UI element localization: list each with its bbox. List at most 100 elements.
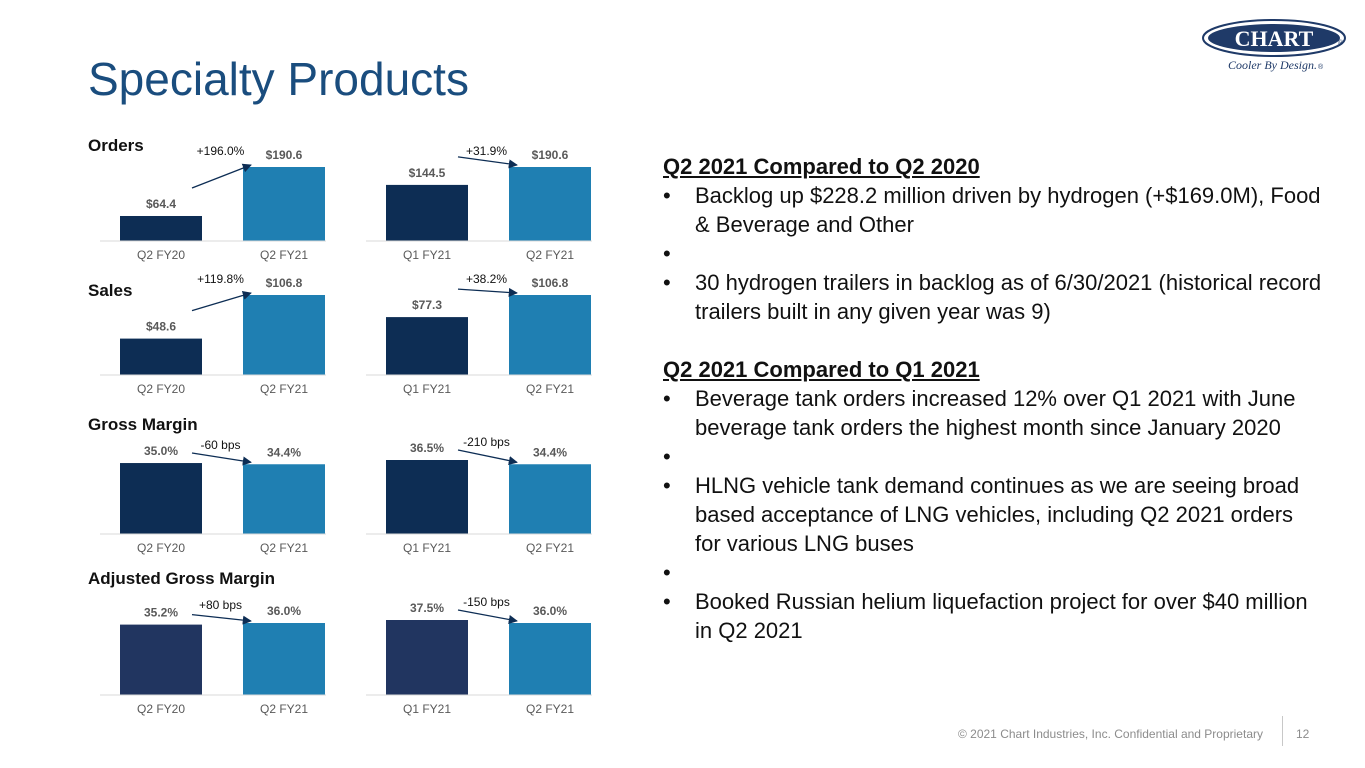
bar <box>386 184 468 241</box>
category-label: Q2 FY21 <box>260 541 308 555</box>
change-label: -210 bps <box>463 435 510 449</box>
bar <box>243 623 325 695</box>
commentary-bullet: HLNG vehicle tank demand continues as we… <box>663 471 1323 558</box>
bar-value-label: $106.8 <box>532 276 569 290</box>
orders-charts: $64.4 Q2 FY20 $190.6 Q2 FY21 +196.0% $144.5 Q1… <box>100 144 592 262</box>
bar-value-label: 35.0% <box>144 444 178 458</box>
bar-value-label: $64.4 <box>146 197 176 211</box>
commentary-spacer <box>663 442 1323 471</box>
section-label-orders: Orders <box>88 136 144 155</box>
bar-value-label: 34.4% <box>533 445 567 459</box>
category-label: Q2 FY20 <box>137 248 185 262</box>
footer-divider <box>1282 716 1283 746</box>
change-label: -60 bps <box>200 438 240 452</box>
sales-charts: $48.6 Q2 FY20 $106.8 Q2 FY21 +119.8% $77.3 Q1 … <box>100 272 592 396</box>
bar-value-label: $144.5 <box>409 166 446 180</box>
logo-registered-mark: ® <box>1338 40 1344 47</box>
change-label: +80 bps <box>199 598 242 612</box>
bar-value-label: 35.2% <box>144 606 178 620</box>
bar-chart-1: $144.5 Q1 FY21 $190.6 Q2 FY21 +31.9% <box>366 144 592 262</box>
bar-chart-2: $48.6 Q2 FY20 $106.8 Q2 FY21 +119.8% <box>100 272 326 396</box>
change-label: +119.8% <box>197 272 244 286</box>
change-arrow <box>191 613 252 625</box>
category-label: Q2 FY21 <box>260 248 308 262</box>
bar-chart-6: 35.2% Q2 FY20 36.0% Q2 FY21 +80 bps <box>100 598 326 716</box>
bar <box>120 624 202 695</box>
bar-value-label: $190.6 <box>532 148 569 162</box>
commentary-bullet: Booked Russian helium liquefaction proje… <box>663 587 1323 645</box>
change-arrow <box>191 290 252 312</box>
category-label: Q2 FY20 <box>137 702 185 716</box>
chart-logo: CHART <box>1202 19 1346 57</box>
bar <box>243 167 325 241</box>
bar <box>243 295 325 375</box>
bar-value-label: $190.6 <box>266 148 303 162</box>
logo-tagline: Cooler By Design. <box>1228 58 1317 72</box>
change-label: +196.0% <box>197 144 245 158</box>
section-label-adjusted-gross-margin: Adjusted Gross Margin <box>88 569 276 588</box>
bar-value-label: 36.0% <box>267 604 301 618</box>
category-label: Q1 FY21 <box>403 541 451 555</box>
bar <box>509 167 591 241</box>
section-label-gross-margin: Gross Margin <box>88 415 198 434</box>
bar <box>386 317 468 375</box>
commentary-heading-q2-vs-q2: Q2 2021 Compared to Q2 2020 <box>663 154 980 179</box>
bar-chart-3: $77.3 Q1 FY21 $106.8 Q2 FY21 +38.2% <box>366 272 592 396</box>
bar-value-label: 37.5% <box>410 601 444 615</box>
change-arrow <box>191 452 252 466</box>
logo-wordmark: CHART <box>1235 26 1314 51</box>
commentary-spacer <box>663 326 1323 355</box>
category-label: Q2 FY21 <box>526 702 574 716</box>
change-label: +38.2% <box>466 272 507 286</box>
bar <box>509 623 591 695</box>
change-arrow <box>457 449 518 466</box>
change-label: +31.9% <box>466 144 507 158</box>
bar <box>120 463 202 534</box>
bar-value-label: $77.3 <box>412 298 442 312</box>
bar <box>509 295 591 375</box>
bar-chart-7: 37.5% Q1 FY21 36.0% Q2 FY21 -150 bps <box>366 595 592 716</box>
category-label: Q1 FY21 <box>403 248 451 262</box>
bar <box>509 464 591 534</box>
commentary-bullet: Backlog up $228.2 million driven by hydr… <box>663 181 1323 239</box>
commentary-bullet: Beverage tank orders increased 12% over … <box>663 384 1323 442</box>
commentary-bullet: 30 hydrogen trailers in backlog as of 6/… <box>663 268 1323 326</box>
page-number: 12 <box>1296 727 1310 741</box>
category-label: Q2 FY20 <box>137 382 185 396</box>
category-label: Q2 FY21 <box>260 702 308 716</box>
bar-chart-0: $64.4 Q2 FY20 $190.6 Q2 FY21 +196.0% <box>100 144 326 262</box>
logo-tagline-registered-mark: ® <box>1318 64 1324 71</box>
bar <box>120 215 202 241</box>
category-label: Q1 FY21 <box>403 382 451 396</box>
commentary-spacer <box>663 558 1323 587</box>
bar-chart-4: 35.0% Q2 FY20 34.4% Q2 FY21 -60 bps <box>100 438 326 555</box>
gross-margin-charts: 35.0% Q2 FY20 34.4% Q2 FY21 -60 bps 36.5% Q1 F… <box>100 435 592 555</box>
bar-value-label: $48.6 <box>146 320 176 334</box>
footer-copyright: © 2021 Chart Industries, Inc. Confidenti… <box>957 727 1263 741</box>
bar <box>386 620 468 695</box>
bar-value-label: 36.0% <box>533 604 567 618</box>
change-arrow <box>191 163 252 189</box>
category-label: Q2 FY21 <box>526 382 574 396</box>
category-label: Q2 FY21 <box>526 541 574 555</box>
bar-value-label: 34.4% <box>267 445 301 459</box>
bar <box>243 464 325 534</box>
page-title: Specialty Products <box>88 53 469 105</box>
commentary-spacer <box>663 239 1323 268</box>
category-label: Q2 FY20 <box>137 541 185 555</box>
category-label: Q2 FY21 <box>526 248 574 262</box>
change-label: -150 bps <box>463 595 510 609</box>
change-arrow <box>457 287 518 297</box>
bar <box>386 460 468 534</box>
bar-chart-5: 36.5% Q1 FY21 34.4% Q2 FY21 -210 bps <box>366 435 592 555</box>
commentary-list-q2-vs-q1: Beverage tank orders increased 12% over … <box>663 384 1323 645</box>
bar-value-label: $106.8 <box>266 276 303 290</box>
commentary-heading-q2-vs-q1: Q2 2021 Compared to Q1 2021 <box>663 357 980 382</box>
category-label: Q2 FY21 <box>260 382 308 396</box>
bar <box>120 338 202 375</box>
change-arrow <box>457 609 518 624</box>
commentary-list-q2-vs-q2: Backlog up $228.2 million driven by hydr… <box>663 181 1323 326</box>
change-arrow <box>457 156 518 169</box>
adjusted-gross-margin-charts: 35.2% Q2 FY20 36.0% Q2 FY21 +80 bps 37.5% Q1 F… <box>100 595 592 716</box>
category-label: Q1 FY21 <box>403 702 451 716</box>
